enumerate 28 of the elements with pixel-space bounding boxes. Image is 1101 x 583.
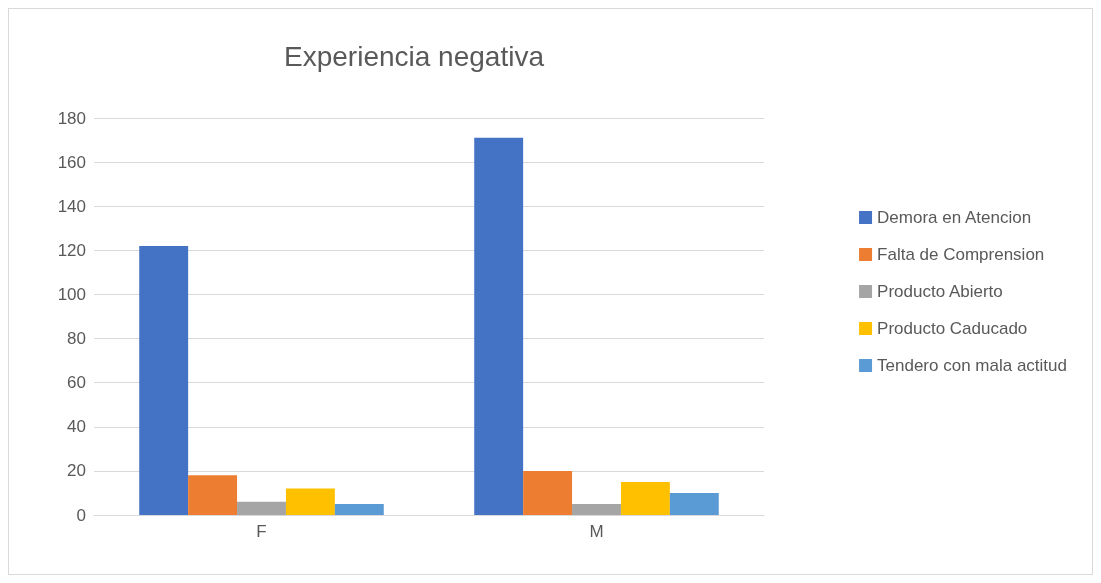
bar [523,470,573,515]
bar [620,481,670,515]
legend-label: Producto Caducado [877,319,1028,338]
legend-label: Tendero con mala actitud [877,356,1068,375]
y-tick-label: 60 [67,373,86,393]
x-tick-label: M [589,522,604,541]
y-tick-label: 120 [57,240,86,260]
bar [139,245,189,515]
y-tick-label: 80 [67,329,86,349]
y-tick-label: 180 [57,108,86,128]
y-tick-label: 160 [57,152,86,172]
bar [334,503,384,515]
y-tick-label: 0 [76,505,86,525]
y-tick-label: 100 [57,284,86,304]
bar [572,503,621,515]
bar [188,475,238,515]
chart-title: Experiencia negativa [284,40,545,72]
x-tick-label: F [256,522,267,541]
bar [474,137,524,515]
bar [237,501,286,515]
bar [285,488,335,515]
y-tick-label: 20 [67,461,86,481]
y-tick-label: 140 [57,196,86,216]
y-tick-label: 40 [67,417,86,437]
legend-label: Producto Abierto [877,282,1003,301]
bar [669,492,719,515]
legend-label: Demora en Atencion [877,208,1032,227]
legend-label: Falta de Comprension [877,245,1045,264]
